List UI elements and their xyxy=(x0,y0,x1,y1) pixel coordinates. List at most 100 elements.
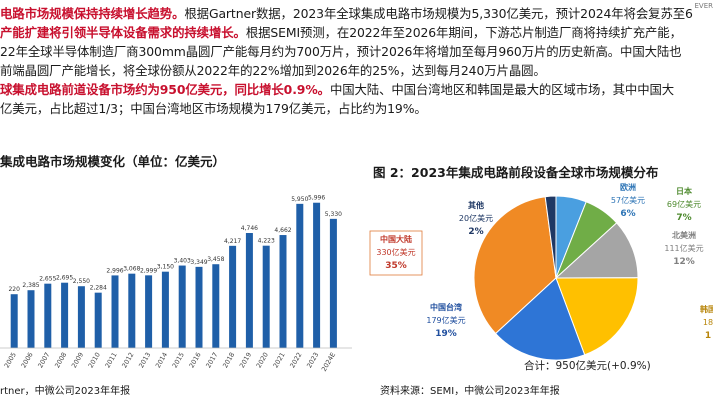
x-tick-label: 2018 xyxy=(221,351,236,369)
bar-2007 xyxy=(44,283,52,348)
bar-value-label: 220 xyxy=(8,286,20,293)
bar-2021 xyxy=(279,235,287,348)
bar-value-label: 2,655 xyxy=(39,276,56,283)
x-tick-label: 2009 xyxy=(70,351,85,369)
x-tick-label: 2017 xyxy=(204,351,219,369)
bar-value-label: 4,662 xyxy=(274,227,291,234)
bar-value-label: 4,223 xyxy=(258,238,275,245)
pie-label-text: 中国大陆 xyxy=(380,234,412,244)
pie-label-text: 韩国 xyxy=(700,304,713,314)
paragraph-line-3: 22年全球半导体制造厂商300mm晶圆厂产能每月约为700万片，预计2026年将… xyxy=(0,44,682,59)
bar-chart: 22020052,38520062,65520072,69520082,5502… xyxy=(0,195,352,373)
pie-label-text: 111亿美元 xyxy=(664,243,703,253)
bar-value-label: 5,330 xyxy=(325,211,342,218)
x-tick-label: 2024E xyxy=(320,351,337,373)
bar-2015 xyxy=(178,265,186,348)
bar-2024E xyxy=(329,218,337,348)
bar-value-label: 3,349 xyxy=(190,259,207,266)
pie-label-text: 2% xyxy=(468,227,483,237)
pie-label-欧洲: 欧洲 57亿美元 6% xyxy=(611,182,645,219)
bar-value-label: 5,996 xyxy=(308,195,325,202)
bar-2014 xyxy=(161,271,169,348)
x-tick-label: 2008 xyxy=(53,351,68,369)
pie-label-text: 57亿美元 xyxy=(611,195,645,205)
highlight-text: 产能扩建将引领半导体设备需求的持续增长。 xyxy=(0,25,246,40)
x-tick-label: 2010 xyxy=(87,351,102,369)
x-tick-label: 2019 xyxy=(238,351,253,369)
pie-label-text: 中国台湾 xyxy=(430,302,462,312)
pie-label-韩国: 韩国 18 1 xyxy=(700,304,713,341)
bar-value-label: 2,996 xyxy=(106,267,123,274)
x-tick-label: 2023 xyxy=(305,351,320,369)
x-tick-label: 2014 xyxy=(154,351,169,369)
pie-label-text: 7% xyxy=(676,213,691,223)
bar-2016 xyxy=(195,266,203,348)
body-text: 根据Gartner数据，2023年全球集成电路市场规模为5,330亿美元，预计2… xyxy=(184,6,693,21)
figure2-title: 图 2：2023年集成电路前段设备全球市场规模分布 xyxy=(373,165,659,180)
bar-value-label: 2,550 xyxy=(73,278,90,285)
x-tick-label: 2022 xyxy=(288,351,303,369)
pie-label-text: 35% xyxy=(385,261,407,271)
x-tick-label: 2021 xyxy=(272,351,287,369)
pie-slice-中国台湾 xyxy=(494,277,586,361)
paragraph-line-5: 球集成电路前道设备市场约为950亿美元，同比增长0.9%。中国大陆、中国台湾地区… xyxy=(0,80,674,98)
pie-label-text: 1 xyxy=(705,331,711,341)
pie-label-text: 6% xyxy=(620,209,635,219)
bar-value-label: 5,950 xyxy=(291,196,308,203)
x-tick-label: 2013 xyxy=(137,351,152,369)
pie-label-中国大陆: 中国大陆 330亿美元 35% xyxy=(369,230,423,276)
pie-label-北美洲: 北美洲 111亿美元 12% xyxy=(664,230,703,267)
bar-value-label: 3,458 xyxy=(207,256,224,263)
pie-label-text: 330亿美元 xyxy=(376,247,415,257)
pie-label-text: 18 xyxy=(703,318,713,327)
x-tick-label: 2020 xyxy=(255,351,270,369)
x-tick-label: 2011 xyxy=(104,351,119,369)
bar-value-label: 2,385 xyxy=(22,282,39,289)
paragraph-line-2: 产能扩建将引领半导体设备需求的持续增长。根据SEMI预测，在2022年至2026… xyxy=(0,23,682,41)
x-tick-label: 2005 xyxy=(3,351,18,369)
bar-2011 xyxy=(111,275,119,348)
body-text: 根据SEMI预测，在2022年至2026年期间，下游芯片制造厂商将持续扩充产能， xyxy=(245,25,682,40)
paragraph-line-4: 前端晶圆厂产能增长，将全球份额从2022年的22%增加到2026年的25%，达到… xyxy=(0,63,546,78)
paragraph-line-6: 亿美元，占比超过1/3；中国台湾地区市场规模为179亿美元，占比约为19%。 xyxy=(0,101,427,116)
x-tick-label: 2006 xyxy=(20,351,35,369)
highlight-text: 电路市场规模保持持续增长趋势。 xyxy=(0,6,185,21)
bar-2008 xyxy=(61,282,69,348)
bar-value-label: 4,217 xyxy=(224,238,241,245)
pie-label-其他: 其他 20亿美元 2% xyxy=(459,200,493,237)
company-logo: EVER xyxy=(694,2,713,10)
body-text: 中国大陆、中国台湾地区和韩国是最大的区域市场，其中中国大 xyxy=(329,82,675,97)
pie-label-中国台湾: 中国台湾 179亿美元 19% xyxy=(426,302,465,339)
bar-2005 xyxy=(10,294,18,348)
highlight-text: 球集成电路前道设备市场约为950亿美元，同比增长0.9%。 xyxy=(0,82,330,97)
pie-label-text: 其他 xyxy=(468,200,484,210)
bar-2017 xyxy=(212,264,220,348)
bar-2006 xyxy=(27,290,35,348)
bar-value-label: 3,403 xyxy=(174,258,191,265)
pie-label-text: 日本 xyxy=(676,186,692,196)
figure1-title: 集成电路市场规模变化（单位：亿美元） xyxy=(0,154,226,169)
bar-2009 xyxy=(77,286,85,348)
bar-value-label: 2,999 xyxy=(140,267,157,274)
bar-value-label: 3,068 xyxy=(123,266,140,273)
bar-2013 xyxy=(145,275,153,348)
bar-2010 xyxy=(94,292,102,348)
bar-value-label: 2,695 xyxy=(56,275,73,282)
pie-label-text: 20亿美元 xyxy=(459,213,493,223)
figure1-source: rtner，中微公司2023年年报 xyxy=(0,386,131,397)
bar-2023 xyxy=(313,202,321,348)
pie-label-text: 69亿美元 xyxy=(667,199,701,209)
pie-label-text: 179亿美元 xyxy=(426,315,465,325)
pie-slice-韩国 xyxy=(555,277,639,356)
x-tick-label: 2015 xyxy=(171,351,186,369)
pie-label-text: 欧洲 xyxy=(620,182,636,192)
pie-total-label: 合计：950亿美元(+0.9%) xyxy=(524,360,651,372)
bar-2020 xyxy=(262,245,270,348)
pie-chart: 中国大陆 330亿美元 35% 其他 20亿美元 2% 欧洲 57亿美元 6% 日本 69亿美元 7%… xyxy=(369,182,713,361)
pie-label-text: 19% xyxy=(435,329,457,339)
pie-label-text: 北美洲 xyxy=(672,230,696,240)
pie-label-日本: 日本 69亿美元 7% xyxy=(667,186,701,223)
bar-value-label: 3,150 xyxy=(157,264,174,271)
pie-slice-中国大陆 xyxy=(473,196,557,335)
label-box xyxy=(369,230,423,276)
